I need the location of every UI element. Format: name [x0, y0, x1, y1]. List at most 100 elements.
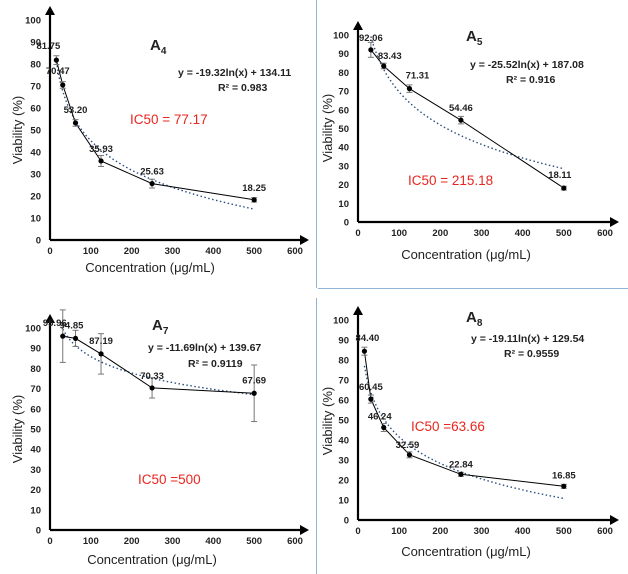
y-tick-label: 40	[338, 143, 349, 154]
y-tick-label: 30	[338, 161, 349, 172]
y-tick-label: 90	[338, 49, 349, 60]
chart-a7: 0 100 200 300 400 500 600 0 10 20 30 40 50 60 70 80 90 10…	[10, 309, 309, 567]
y-tick-label: 30	[30, 170, 41, 181]
data-point	[251, 197, 257, 203]
data-point	[72, 120, 79, 126]
x-axis-arrow-icon	[300, 235, 309, 245]
y-axis-arrow-icon	[45, 6, 55, 15]
data-point	[561, 483, 567, 489]
y-tick-label: 0	[344, 516, 349, 527]
data-point	[60, 82, 66, 88]
x-tick-label: 600	[597, 228, 613, 239]
x-tick-label: 600	[597, 526, 613, 537]
data-label: 83.43	[378, 51, 402, 62]
y-tick-label: 20	[338, 476, 349, 487]
x-tick-label: 600	[287, 536, 303, 547]
y-tick-label: 100	[333, 316, 349, 327]
data-label: 92.06	[359, 33, 383, 44]
y-tick-label: 20	[30, 485, 41, 496]
x-tick-label: 200	[124, 536, 140, 547]
data-point	[458, 117, 464, 123]
x-axis-arrow-icon	[610, 515, 619, 525]
y-tick-label: 100	[25, 324, 41, 335]
trendline	[370, 36, 564, 170]
trendline-equation: y = -25.52ln(x) + 187.08	[470, 59, 584, 71]
y-tick-label: 0	[36, 236, 41, 247]
x-tick-label: 400	[515, 228, 531, 239]
data-label: 95.96	[43, 318, 67, 329]
trendline	[55, 61, 255, 210]
data-label: 54.46	[449, 103, 473, 114]
x-tick-label: 300	[165, 246, 181, 257]
data-point	[98, 158, 104, 164]
data-label: 16.85	[552, 470, 576, 481]
trendline-equation: y = -11.69ln(x) + 139.67	[148, 342, 261, 354]
data-label: 84.40	[356, 333, 380, 344]
y-tick-label: 90	[30, 38, 41, 49]
data-label: 46.24	[368, 412, 392, 423]
y-tick-label: 100	[333, 31, 349, 42]
x-tick-label: 0	[355, 228, 360, 239]
x-tick-label: 500	[246, 536, 262, 547]
x-tick-label: 100	[391, 228, 407, 239]
y-axis-label: Viability (%)	[10, 395, 25, 463]
ic50-label: IC50 = 77.17	[130, 112, 208, 127]
x-tick-label: 400	[205, 536, 221, 547]
x-axis-label: Concentration (μg/mL)	[85, 260, 215, 275]
r-squared-label: R² = 0.9119	[188, 358, 243, 370]
chart-panel-a7: 0 100 200 300 400 500 600 0 10 20 30 40 50 60 70 80 90 10…	[0, 300, 316, 574]
y-tick-label: 80	[338, 68, 349, 79]
y-tick-label: 60	[30, 404, 41, 415]
y-tick-label: 10	[338, 199, 349, 210]
trendline-equation: y = -19.11ln(x) + 129.54	[471, 333, 584, 345]
panel-title: A8	[466, 309, 483, 329]
data-point	[381, 424, 387, 431]
y-axis-arrow-icon	[353, 306, 363, 315]
y-tick-label: 70	[30, 384, 41, 395]
chart-a4: 0 100 200 300 400 500 600 0 10 20 30 40 50 60 70 80 90 10…	[10, 6, 309, 275]
data-label: 35.93	[89, 144, 113, 155]
y-tick-label: 90	[30, 344, 41, 355]
data-label: 71.31	[406, 71, 430, 82]
data-label: 70.33	[140, 371, 164, 382]
y-axis-label: Viability (%)	[10, 96, 25, 164]
panel-divider-vertical-top	[316, 0, 317, 288]
x-tick-label: 500	[246, 246, 262, 257]
data-point	[251, 390, 257, 396]
x-tick-label: 100	[391, 526, 407, 537]
y-tick-label: 50	[338, 124, 349, 135]
x-axis-label: Concentration (μg/mL)	[87, 552, 217, 567]
ic50-label: IC50 = 215.18	[408, 173, 493, 188]
y-tick-label: 0	[36, 526, 41, 537]
x-axis-arrow-icon	[300, 525, 309, 535]
panel-title: A7	[152, 317, 169, 337]
y-tick-label: 90	[338, 336, 349, 347]
y-tick-label: 70	[338, 376, 349, 387]
y-tick-label: 0	[344, 218, 349, 229]
data-label: 70.47	[46, 66, 70, 77]
x-tick-label: 100	[83, 536, 99, 547]
y-axis-arrow-icon	[45, 314, 55, 323]
data-label: 94.85	[60, 320, 84, 331]
x-axis-label: Concentration (μg/mL)	[401, 544, 531, 559]
y-tick-label: 70	[30, 82, 41, 93]
data-point	[60, 333, 66, 339]
x-tick-label: 200	[432, 228, 448, 239]
chart-panel-a5: 0 100 200 300 400 500 600 0 10 20 30 40 50 60 70 80 90 10…	[318, 0, 628, 290]
data-point	[149, 385, 155, 391]
panel-divider-vertical-bottom	[316, 298, 317, 574]
x-tick-label: 400	[515, 526, 531, 537]
chart-panel-a4: 0 100 200 300 400 500 600 0 10 20 30 40 50 60 70 80 90 10…	[0, 0, 316, 290]
data-label: 87.19	[89, 336, 113, 347]
x-tick-label: 100	[83, 246, 99, 257]
data-point	[368, 396, 374, 402]
data-point	[361, 348, 368, 354]
y-tick-label: 50	[338, 416, 349, 427]
chart-a5: 0 100 200 300 400 500 600 0 10 20 30 40 50 60 70 80 90 10…	[320, 21, 619, 262]
x-tick-label: 200	[124, 246, 140, 257]
data-point	[458, 471, 464, 477]
x-tick-label: 200	[432, 526, 448, 537]
data-point	[406, 86, 413, 92]
data-label: 18.11	[548, 170, 572, 181]
y-tick-label: 70	[338, 87, 349, 98]
